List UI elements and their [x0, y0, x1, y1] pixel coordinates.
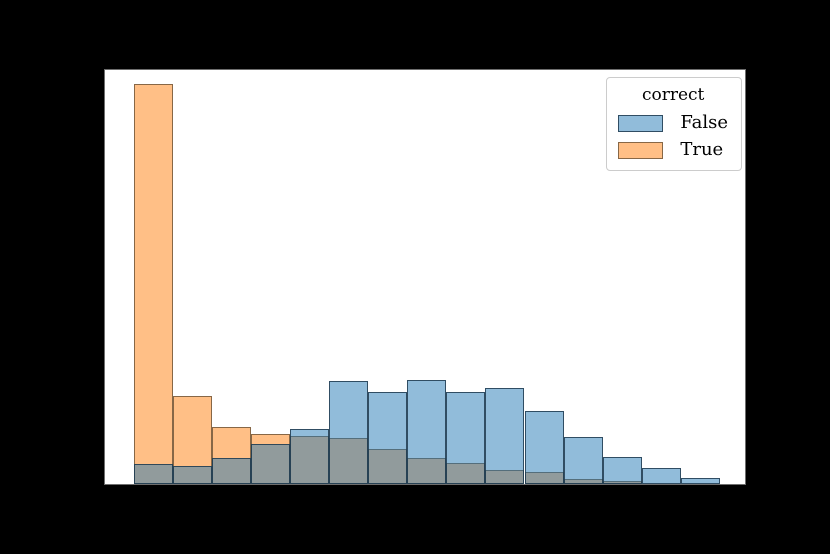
histogram-bin [172, 70, 212, 484]
histogram-bin [329, 70, 369, 484]
legend-item-false: False [618, 114, 728, 132]
histogram-bin [407, 70, 447, 484]
hist-bar-true [133, 84, 173, 484]
legend-label-false: False [680, 112, 728, 133]
histogram-bin [133, 70, 173, 484]
legend-swatch-true-icon [618, 141, 664, 159]
hist-bar-true [250, 434, 290, 484]
hist-bar-false [602, 457, 642, 484]
hist-bar-false [407, 380, 447, 484]
histogram-bin [368, 70, 408, 484]
hist-bar-true [211, 427, 251, 484]
hist-bar-false [680, 478, 720, 484]
hist-bar-false [329, 381, 369, 484]
hist-bar-false [446, 392, 486, 484]
legend: correct False True [606, 77, 742, 171]
hist-bar-false [524, 411, 564, 484]
legend-title: correct [641, 85, 705, 105]
hist-bar-false [133, 464, 173, 484]
histogram-bin [485, 70, 525, 484]
legend-swatch-false-icon [618, 114, 664, 132]
histogram-bin [446, 70, 486, 484]
histogram-bin [602, 70, 642, 484]
hist-bar-false [211, 458, 251, 484]
hist-bar-false [172, 466, 212, 484]
legend-item-true: True [618, 141, 728, 159]
hist-bar-false [368, 392, 408, 484]
histogram-bin [563, 70, 603, 484]
histogram-bin [211, 70, 251, 484]
hist-bar-false [250, 444, 290, 484]
hist-bar-false [641, 468, 681, 484]
histogram-bin [680, 70, 720, 484]
histogram-bin [289, 70, 329, 484]
hist-bar-false [563, 437, 603, 484]
histogram-bin [524, 70, 564, 484]
plot-area: correct False True [104, 69, 746, 485]
histogram-bars [105, 70, 745, 484]
histogram-bin [250, 70, 290, 484]
hist-bar-true [407, 458, 447, 484]
hist-bar-false [289, 429, 329, 484]
hist-bar-false [485, 388, 525, 484]
legend-label-true: True [680, 139, 724, 160]
histogram-bin [641, 70, 681, 484]
